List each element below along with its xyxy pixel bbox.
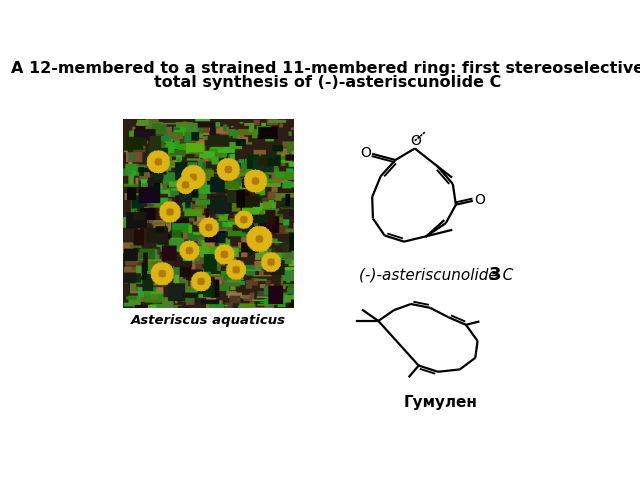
Text: 3: 3 [488,266,501,284]
Text: (-)-asteriscunolide C: (-)-asteriscunolide C [359,267,513,282]
Text: Гумулен: Гумулен [403,395,477,410]
Text: O: O [360,146,371,160]
Text: A 12-membered to a strained 11-membered ring: first stereoselective: A 12-membered to a strained 11-membered … [12,61,640,76]
Text: total synthesis of (-)-asteriscunolide C: total synthesis of (-)-asteriscunolide C [154,74,502,90]
Text: Asteriscus aquaticus: Asteriscus aquaticus [131,314,285,327]
Text: O: O [410,134,421,148]
Text: O: O [474,193,485,207]
